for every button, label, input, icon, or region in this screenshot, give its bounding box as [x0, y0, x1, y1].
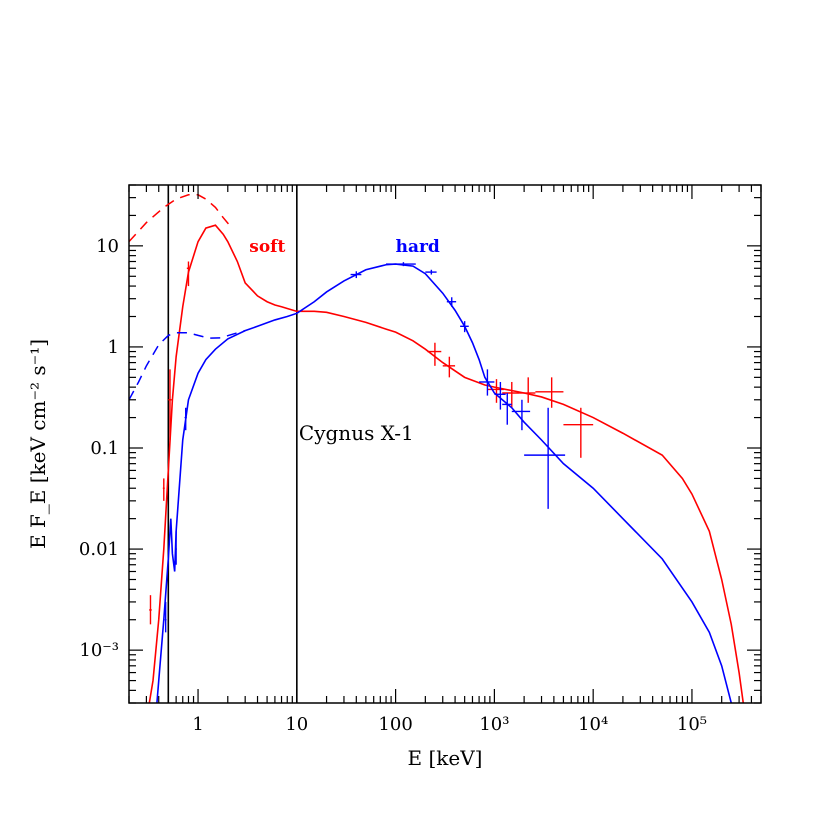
x-tick-label: 10³ — [479, 714, 509, 735]
x-tick-label: 10 — [285, 714, 308, 735]
axis-ticks — [128, 184, 762, 704]
series-label-hard: hard — [396, 237, 440, 257]
soft-dashed-model — [129, 194, 233, 243]
hard-model-line — [156, 263, 733, 703]
y-axis-title: E F_E [keV cm⁻² s⁻¹] — [26, 339, 50, 549]
plot-area — [129, 185, 745, 703]
plot-content — [129, 185, 745, 703]
y-tick-label: 1 — [108, 337, 119, 358]
annotation-label: Cygnus X-1 — [299, 421, 414, 445]
x-tick-label: 10⁵ — [677, 714, 707, 735]
x-tick-label: 100 — [378, 714, 412, 735]
hard-dashed-model — [129, 329, 246, 401]
soft-model-line — [148, 224, 745, 703]
y-tick-label: 0.1 — [90, 438, 119, 459]
x-axis-title: E [keV] — [408, 746, 483, 770]
series-label-soft: soft — [249, 237, 285, 257]
tick-labels: 1 10 100 10³ 10⁴ 10⁵ 10⁻³ 0.01 0.1 1 10 — [79, 236, 707, 735]
y-tick-label: 10⁻³ — [79, 640, 119, 661]
x-tick-label: 1 — [192, 714, 203, 735]
y-tick-label: 10 — [96, 236, 119, 257]
plot-frame — [128, 184, 762, 704]
x-tick-label: 10⁴ — [578, 714, 608, 735]
y-tick-label: 0.01 — [79, 539, 119, 560]
